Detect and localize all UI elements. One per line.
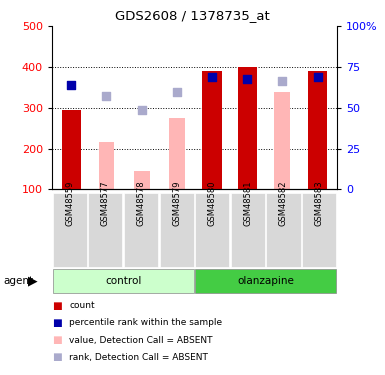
Text: rank, Detection Call = ABSENT: rank, Detection Call = ABSENT: [69, 353, 208, 362]
Bar: [169, 118, 185, 189]
Text: GSM48578: GSM48578: [137, 180, 146, 226]
Bar: [275, 92, 290, 189]
Text: control: control: [105, 276, 141, 286]
Text: GSM48577: GSM48577: [101, 180, 110, 226]
Bar: [62, 110, 81, 189]
Bar: [134, 171, 150, 189]
Text: ■: ■: [52, 301, 62, 310]
Text: olanzapine: olanzapine: [237, 276, 294, 286]
Bar: [238, 67, 257, 189]
Text: percentile rank within the sample: percentile rank within the sample: [69, 318, 223, 327]
Bar: [308, 71, 327, 189]
Text: ▶: ▶: [28, 275, 38, 288]
Point: [209, 74, 215, 80]
Bar: [266, 193, 301, 267]
Bar: [195, 269, 336, 293]
Bar: [124, 193, 158, 267]
Point: [174, 88, 180, 94]
Bar: [203, 71, 222, 189]
Point: [68, 82, 74, 88]
Text: agent: agent: [4, 276, 34, 286]
Text: ■: ■: [52, 352, 62, 362]
Text: value, Detection Call = ABSENT: value, Detection Call = ABSENT: [69, 336, 213, 345]
Text: GSM48581: GSM48581: [243, 180, 252, 226]
Bar: [88, 193, 122, 267]
Text: GSM48582: GSM48582: [279, 180, 288, 226]
Text: GDS2608 / 1378735_at: GDS2608 / 1378735_at: [115, 9, 270, 22]
Bar: [159, 193, 194, 267]
Text: GSM48579: GSM48579: [172, 180, 181, 226]
Text: GSM48583: GSM48583: [315, 180, 323, 226]
Text: GSM48559: GSM48559: [65, 180, 74, 226]
Point: [104, 93, 110, 99]
Bar: [302, 193, 336, 267]
Text: ■: ■: [52, 318, 62, 328]
Bar: [231, 193, 265, 267]
Point: [244, 76, 250, 82]
Bar: [99, 142, 114, 189]
Text: GSM48580: GSM48580: [208, 180, 217, 226]
Point: [315, 74, 321, 80]
Bar: [53, 269, 194, 293]
Point: [279, 78, 285, 84]
Bar: [195, 193, 229, 267]
Text: count: count: [69, 301, 95, 310]
Point: [139, 107, 145, 113]
Text: ■: ■: [52, 335, 62, 345]
Bar: [53, 193, 87, 267]
